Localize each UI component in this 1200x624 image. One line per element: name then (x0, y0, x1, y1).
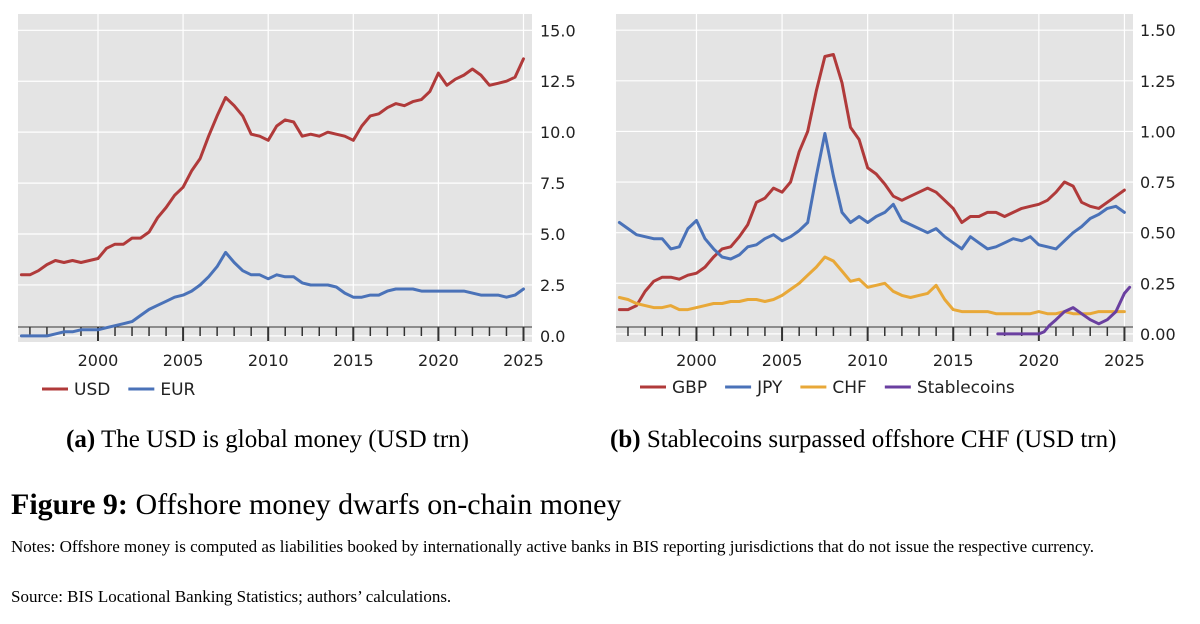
figure-label: Figure 9: (11, 488, 128, 521)
x-tick-label: 2025 (1104, 351, 1145, 370)
y-tick-label: 1.50 (1140, 21, 1176, 40)
legend-label-gbp: GBP (672, 378, 707, 398)
figure-title: Figure 9: Offshore money dwarfs on-chain… (11, 488, 621, 522)
y-tick-label: 12.5 (540, 72, 576, 91)
figure-source: Source: BIS Locational Banking Statistic… (11, 587, 452, 606)
x-tick-label: 2005 (762, 351, 803, 370)
caption-panel-b: (b) Stablecoins surpassed offshore CHF (… (610, 426, 1116, 454)
legend-label-usd: USD (74, 380, 110, 400)
x-tick-label: 2010 (847, 351, 888, 370)
x-tick-label: 2020 (418, 351, 459, 370)
x-tick-label: 2000 (78, 351, 119, 370)
chart-usd-eur: 2000 2005 2010 2015 2020 2025 0.0 2.5 5.0 7.5 10.0… (18, 14, 576, 400)
y-tick-label: 10.0 (540, 123, 576, 142)
x-tick-label: 2015 (333, 351, 374, 370)
plot-area (18, 14, 532, 342)
x-tick-label: 2015 (933, 351, 974, 370)
x-tick-label: 2025 (503, 351, 544, 370)
y-tick-label: 7.5 (540, 174, 565, 193)
series-line-jpy (617, 132, 1126, 261)
y-tick-label: 5.0 (540, 225, 565, 244)
caption-a-label: (a) (66, 426, 96, 453)
x-tick-label: 2020 (1018, 351, 1059, 370)
y-tick-label: 0.50 (1140, 224, 1176, 243)
y-tick-label: 0.75 (1140, 173, 1176, 192)
y-tick-label: 15.0 (540, 21, 576, 40)
series-line-gbp (617, 53, 1126, 312)
caption-b-label: (b) (610, 426, 641, 453)
caption-panel-a: (a) The USD is global money (USD trn) (66, 426, 469, 454)
series-line-eur (19, 250, 525, 338)
y-tick-label: 1.25 (1140, 72, 1176, 91)
y-tick-label: 0.00 (1140, 325, 1176, 344)
series-line-stablecoins (996, 285, 1132, 336)
y-tick-label: 0.25 (1140, 274, 1176, 293)
legend-label-stablecoins: Stablecoins (917, 378, 1015, 398)
x-tick-label: 2010 (248, 351, 289, 370)
figure-title-text: Offshore money dwarfs on-chain money (135, 488, 622, 521)
series-line-chf (617, 255, 1126, 316)
plot-area (616, 14, 1133, 342)
caption-b-text: Stablecoins surpassed offshore CHF (USD … (646, 426, 1117, 453)
legend-label-jpy: JPY (756, 378, 783, 398)
legend-label-eur: EUR (160, 380, 195, 400)
series-line-usd (19, 57, 525, 277)
y-tick-label: 2.5 (540, 276, 565, 295)
chart-gbp-jpy-chf-stablecoins: 2000 2005 2010 2015 2020 2025 0.00 0.25 0.50 0.75… (616, 14, 1176, 398)
y-tick-label: 1.00 (1140, 122, 1176, 141)
legend-label-chf: CHF (832, 378, 866, 398)
x-tick-label: 2005 (163, 351, 204, 370)
x-tick-label: 2000 (676, 351, 717, 370)
caption-a-text: The USD is global money (USD trn) (100, 426, 469, 453)
figure-notes: Notes: Offshore money is computed as lia… (11, 537, 1095, 556)
y-tick-label: 0.0 (540, 327, 565, 346)
